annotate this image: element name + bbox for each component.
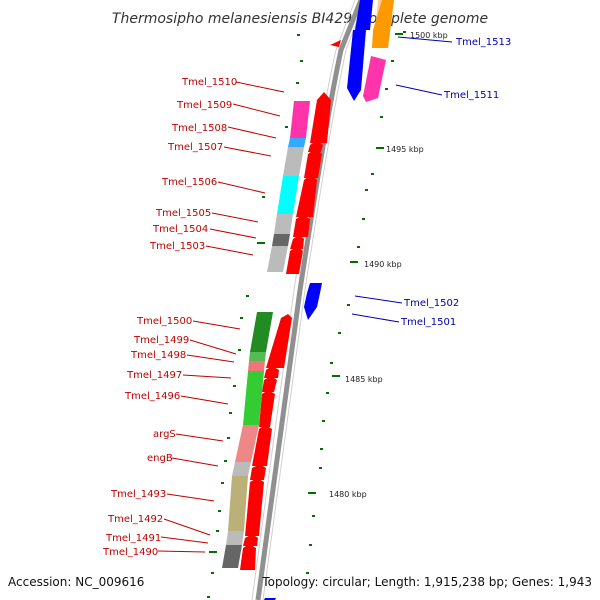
gene-label-left[interactable]: Tmel_1500 <box>136 316 192 327</box>
gene-label-left[interactable]: Tmel_1499 <box>133 335 189 346</box>
gene-label-left[interactable]: Tmel_1504 <box>152 224 208 235</box>
gene-label-left[interactable]: argS <box>153 429 176 440</box>
inner-tick-arc <box>207 82 299 598</box>
gene-label-left[interactable]: Tmel_1508 <box>171 123 227 134</box>
gene-label-left[interactable]: Tmel_1503 <box>149 241 205 252</box>
gene-label-left[interactable]: Tmel_1498 <box>130 350 186 361</box>
gene-label-left[interactable]: Tmel_1492 <box>107 514 163 525</box>
gene-label-right[interactable]: Tmel_1501 <box>400 317 456 328</box>
gene-label-left[interactable]: Tmel_1497 <box>126 370 182 381</box>
gene-color-column-upper <box>267 101 310 272</box>
topology-text: Topology: circular; Length: 1,915,238 bp… <box>261 575 592 589</box>
reverse-genes-top <box>347 0 394 102</box>
reverse-gene-mid <box>304 283 322 320</box>
scale-label: 1485 kbp <box>345 375 383 384</box>
leader-lines-right <box>351 36 453 323</box>
scale-label: 1500 kbp <box>410 31 448 40</box>
gene-label-left[interactable]: Tmel_1490 <box>102 547 158 558</box>
scale-label: 1490 kbp <box>364 260 402 269</box>
gene-label-left[interactable]: engB <box>147 453 173 464</box>
scale-label: 1480 kbp <box>329 490 367 499</box>
leader-lines-left <box>157 81 285 553</box>
gene-label-right[interactable]: Tmel_1513 <box>455 37 511 48</box>
gene-label-left[interactable]: Tmel_1510 <box>181 77 237 88</box>
accession-text: Accession: NC_009616 <box>8 575 144 589</box>
gene-color-column-lower <box>222 312 273 568</box>
backbone-highlight <box>262 0 366 600</box>
scale-ticks <box>308 33 403 494</box>
gene-label-right[interactable]: Tmel_1511 <box>443 90 499 101</box>
gene-label-left[interactable]: Tmel_1493 <box>110 489 166 500</box>
gene-label-left[interactable]: Tmel_1505 <box>155 208 211 219</box>
map-title: Thermosipho melanesiensis BI429, complet… <box>112 11 488 27</box>
gene-label-left[interactable]: Tmel_1506 <box>161 177 217 188</box>
outer-tick-arc <box>297 31 406 574</box>
origin-marker <box>330 40 341 47</box>
forward-genes <box>240 92 331 570</box>
gene-label-left[interactable]: Tmel_1507 <box>167 142 223 153</box>
gene-label-left[interactable]: Tmel_1491 <box>105 533 161 544</box>
gene-label-right[interactable]: Tmel_1502 <box>403 298 459 309</box>
genome-backbone <box>255 0 364 600</box>
gene-label-left[interactable]: Tmel_1509 <box>176 100 232 111</box>
gene-label-left[interactable]: Tmel_1496 <box>124 391 180 402</box>
scale-label: 1495 kbp <box>386 145 424 154</box>
